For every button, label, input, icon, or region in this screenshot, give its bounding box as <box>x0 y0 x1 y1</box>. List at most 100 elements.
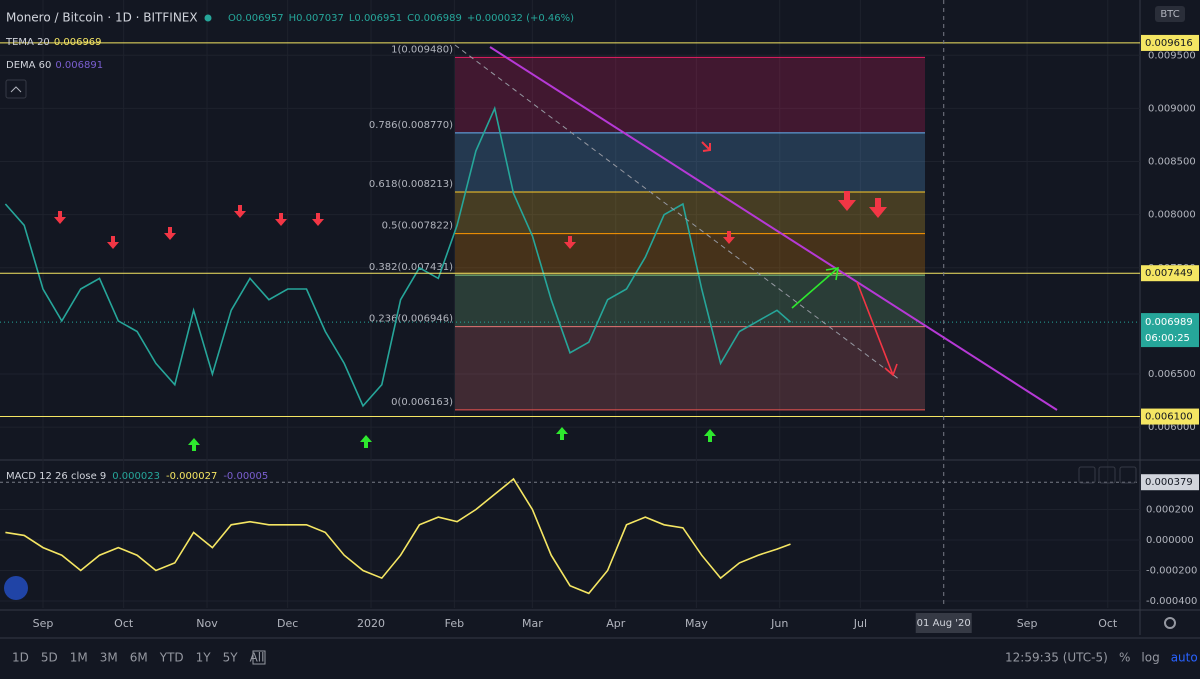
fib-label: 0.382(0.007431) <box>369 262 453 273</box>
level-label: 0.009616 <box>1145 38 1193 49</box>
red-down-arrow <box>275 213 287 226</box>
ohlc-high: H0.007037 <box>289 13 344 24</box>
indicator-name: TEMA 20 <box>5 37 50 48</box>
indicator-name: DEMA 60 <box>6 60 51 71</box>
x-tick-label: Nov <box>196 617 218 630</box>
fib-label: 0.786(0.008770) <box>369 120 453 131</box>
macd-tick-label: 0.000000 <box>1146 535 1194 546</box>
drawings-layer <box>0 0 1140 608</box>
macd-tick-label: -0.000400 <box>1146 596 1197 607</box>
x-tick-label: Sep <box>1017 617 1038 630</box>
data-layer <box>4 105 792 595</box>
range-button[interactable]: 3M <box>100 651 118 665</box>
macd-tick-label: -0.000200 <box>1146 565 1197 576</box>
y-tick-label: 0.006000 <box>1148 422 1196 433</box>
currency: BTC <box>1160 9 1179 20</box>
ohlc-low: L0.006951 <box>349 13 402 24</box>
x-tick-label: Mar <box>522 617 543 630</box>
range-button[interactable]: YTD <box>159 651 184 665</box>
macd-marker-bg <box>1141 474 1199 491</box>
chart-title: Monero / Bitcoin · 1D · BITFINEX <box>6 11 198 25</box>
fib-label: 1(0.009480) <box>391 44 453 55</box>
red-arrow <box>856 281 898 377</box>
range-button[interactable]: 5Y <box>223 651 239 665</box>
y-tick-label: 0.009000 <box>1148 103 1196 114</box>
last-price-label: 0.006989 <box>1145 317 1193 328</box>
y-tick-label: 0.006500 <box>1148 369 1196 380</box>
countdown: 06:00:25 <box>1145 333 1190 344</box>
range-button[interactable]: 6M <box>130 651 148 665</box>
red-down-arrow <box>107 236 119 249</box>
last-price-bg <box>1141 313 1199 348</box>
level-label: 0.007449 <box>1145 268 1193 279</box>
green-arrow <box>791 267 839 309</box>
indicator-value: 0.006891 <box>55 60 103 71</box>
x-tick-label: Oct <box>114 617 134 630</box>
ohlc-change: +0.000032 (+0.46%) <box>467 13 574 24</box>
red-diag-arrow <box>701 141 711 152</box>
fib-band <box>455 326 925 410</box>
fib-band <box>455 57 925 133</box>
red-down-arrow <box>164 227 176 240</box>
axis-option[interactable]: % <box>1119 651 1130 665</box>
range-button[interactable]: 1M <box>70 651 88 665</box>
trend-line <box>489 46 1058 411</box>
range-button[interactable]: 1Y <box>196 651 212 665</box>
y-tick-label: 0.008500 <box>1148 157 1196 168</box>
x-tick-label: Feb <box>445 617 464 630</box>
settings-icon[interactable] <box>1164 617 1176 629</box>
red-down-arrow <box>54 211 66 224</box>
indicator-value: 0.006969 <box>54 37 102 48</box>
fib-band <box>455 275 925 327</box>
pane-button[interactable] <box>1098 466 1116 484</box>
macd-name: MACD 12 26 close 9 <box>6 471 106 482</box>
x-tick-label: Oct <box>1098 617 1118 630</box>
pane-button[interactable] <box>1119 466 1137 484</box>
pane-button[interactable] <box>1078 466 1096 484</box>
range-button[interactable]: 5D <box>41 651 58 665</box>
axis-option[interactable]: log <box>1141 651 1159 665</box>
fib-label: 0.5(0.007822) <box>382 221 454 232</box>
macd-macd: -0.000027 <box>166 471 217 482</box>
red-down-arrow <box>564 236 576 249</box>
fib-band <box>455 132 925 193</box>
collapse-button[interactable] <box>5 79 27 99</box>
fib-band <box>455 192 925 234</box>
live-dot <box>204 14 212 22</box>
background-layer <box>0 0 1200 639</box>
x-tick-label: Jul <box>853 617 867 630</box>
macd-marker-label: 0.000379 <box>1145 477 1193 488</box>
x-tick-label: May <box>685 617 708 630</box>
macd-histogram: 0.000023 <box>112 471 160 482</box>
x-tick-label: Sep <box>33 617 54 630</box>
fib-layer: 1(0.009480) 0.786(0.008770) 0.618(0.008213… <box>369 44 925 411</box>
x-tick-label: Apr <box>606 617 626 630</box>
macd-signal: -0.00005 <box>223 471 268 482</box>
logo <box>4 576 28 600</box>
x-tick-label: 2020 <box>357 617 385 630</box>
cursor-date: 01 Aug '20 <box>917 618 971 629</box>
red-down-arrow <box>234 205 246 218</box>
fib-label: 0.236(0.006946) <box>369 314 453 325</box>
trend-dashed <box>454 44 901 381</box>
ohlc-open: O0.006957 <box>228 13 284 24</box>
x-tick-label: Dec <box>277 617 298 630</box>
macd-tick-label: 0.000200 <box>1146 505 1194 516</box>
cursor-date-bg <box>915 613 972 633</box>
axis-option[interactable]: auto <box>1171 651 1198 665</box>
price-line <box>4 105 792 408</box>
currency-bg <box>1155 6 1185 22</box>
green-up-arrow <box>556 427 568 440</box>
ohlc-close: C0.006989 <box>407 13 462 24</box>
fib-label: 0(0.006163) <box>391 397 453 408</box>
range-button[interactable]: 1D <box>12 651 29 665</box>
y-tick-label: 0.009500 <box>1148 50 1196 61</box>
red-down-arrow <box>723 231 735 244</box>
range-button[interactable]: All <box>250 651 265 665</box>
date-range-icon[interactable] <box>252 650 266 665</box>
level-label-bg <box>1141 265 1199 282</box>
level-label-bg <box>1141 34 1199 51</box>
fib-label: 0.618(0.008213) <box>369 179 453 190</box>
x-tick-label: Jun <box>770 617 788 630</box>
macd-line <box>5 477 791 595</box>
